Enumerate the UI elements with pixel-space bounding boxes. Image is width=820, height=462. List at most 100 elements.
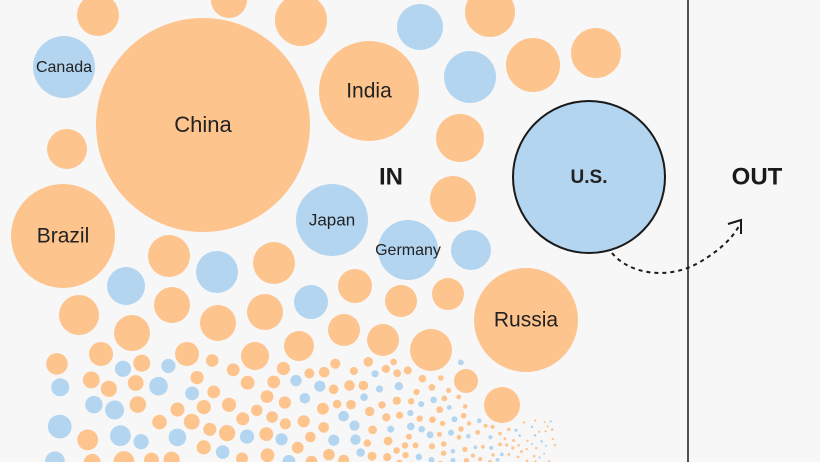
country-bubble: [491, 453, 495, 457]
country-bubble: [363, 357, 374, 367]
country-bubble: [429, 416, 436, 424]
country-bubble: [525, 447, 528, 451]
country-bubble: [318, 366, 330, 378]
country-bubble: [253, 242, 295, 284]
out-label: OUT: [732, 163, 783, 190]
country-bubble: [149, 376, 168, 396]
country-bubble: [275, 0, 327, 46]
country-bubble: [454, 369, 478, 393]
country-bubble: [550, 428, 554, 431]
country-bubble: [490, 424, 495, 429]
country-bubble: [365, 406, 375, 417]
country-bubble: [107, 267, 145, 305]
country-bubble: [410, 329, 452, 371]
country-bubble: [349, 420, 360, 431]
country-bubble: [450, 448, 456, 454]
country-bubble: [507, 427, 511, 432]
country-bubble: [154, 287, 190, 323]
country-bubble: [394, 382, 403, 391]
country-bubble: [338, 410, 349, 422]
country-bubble: [278, 396, 291, 409]
country-bubble: [456, 394, 462, 400]
labeled-country-bubbles: China India Canada Brazil Japan Germany Russia…: [11, 18, 666, 372]
bubble: [296, 184, 368, 256]
country-bubble-russia: Russia: [474, 268, 578, 372]
country-bubble: [544, 430, 547, 433]
country-bubble: [100, 380, 117, 397]
country-bubble: [484, 387, 520, 423]
country-bubble: [505, 443, 509, 447]
country-bubble: [266, 411, 278, 423]
country-bubble: [571, 28, 621, 78]
country-bubble: [385, 285, 417, 317]
country-bubble: [297, 415, 310, 428]
country-bubble: [47, 414, 72, 439]
country-bubble-us: U.S.: [512, 100, 666, 254]
country-bubble: [196, 440, 211, 455]
country-label: China: [174, 112, 232, 137]
country-bubble: [450, 458, 456, 462]
country-bubble: [368, 425, 377, 435]
country-bubble: [338, 269, 372, 303]
country-bubble: [413, 388, 420, 396]
country-bubble: [525, 459, 529, 462]
country-bubble: [451, 230, 491, 270]
country-label: India: [346, 80, 392, 103]
bubble: [378, 220, 438, 280]
country-bubble: [439, 420, 446, 427]
country-bubble: [127, 375, 144, 391]
country-bubble: [113, 451, 135, 462]
unlabeled-country-bubbles: [45, 0, 621, 462]
country-bubble: [533, 434, 537, 437]
country-bubble: [163, 451, 180, 462]
country-bubble: [430, 176, 476, 222]
country-bubble: [416, 415, 423, 422]
country-bubble: [462, 404, 468, 409]
country-bubble: [475, 430, 481, 435]
country-bubble: [129, 396, 147, 413]
bubble: [33, 36, 95, 98]
country-bubble: [114, 360, 132, 377]
country-bubble: [466, 421, 472, 426]
country-bubble: [448, 429, 454, 436]
country-bubble: [221, 397, 237, 412]
country-label: Canada: [36, 59, 92, 76]
country-bubble: [438, 375, 444, 381]
country-bubble: [161, 358, 176, 374]
country-bubble: [543, 421, 546, 423]
country-bubble: [328, 434, 340, 446]
country-bubble: [483, 423, 488, 428]
country-bubble: [259, 427, 274, 441]
country-bubble: [428, 457, 435, 462]
country-bubble: [260, 390, 274, 403]
country-bubble: [267, 375, 281, 389]
country-bubble: [371, 370, 379, 378]
country-bubble: [418, 401, 425, 408]
country-bubble: [367, 451, 377, 461]
country-bubble: [466, 434, 471, 439]
country-bubble: [495, 458, 500, 462]
country-bubble: [387, 425, 395, 433]
country-bubble: [196, 251, 238, 293]
country-bubble: [304, 368, 315, 379]
bubble: [11, 184, 115, 288]
country-bubble: [328, 384, 339, 395]
country-bubble: [396, 411, 404, 419]
country-bubble: [378, 401, 386, 409]
country-bubble: [463, 458, 470, 462]
country-bubble: [522, 421, 526, 424]
country-bubble: [544, 444, 548, 447]
country-bubble: [59, 295, 99, 335]
country-bubble: [415, 453, 422, 461]
country-bubble: [314, 380, 326, 392]
country-bubble: [460, 412, 467, 419]
country-bubble: [317, 402, 329, 415]
country-bubble: [406, 433, 412, 440]
country-bubble: [446, 387, 452, 393]
country-bubble: [382, 413, 391, 422]
country-bubble: [383, 436, 393, 446]
country-bubble: [397, 4, 443, 50]
country-bubble: [284, 331, 314, 361]
country-bubble: [441, 395, 448, 402]
